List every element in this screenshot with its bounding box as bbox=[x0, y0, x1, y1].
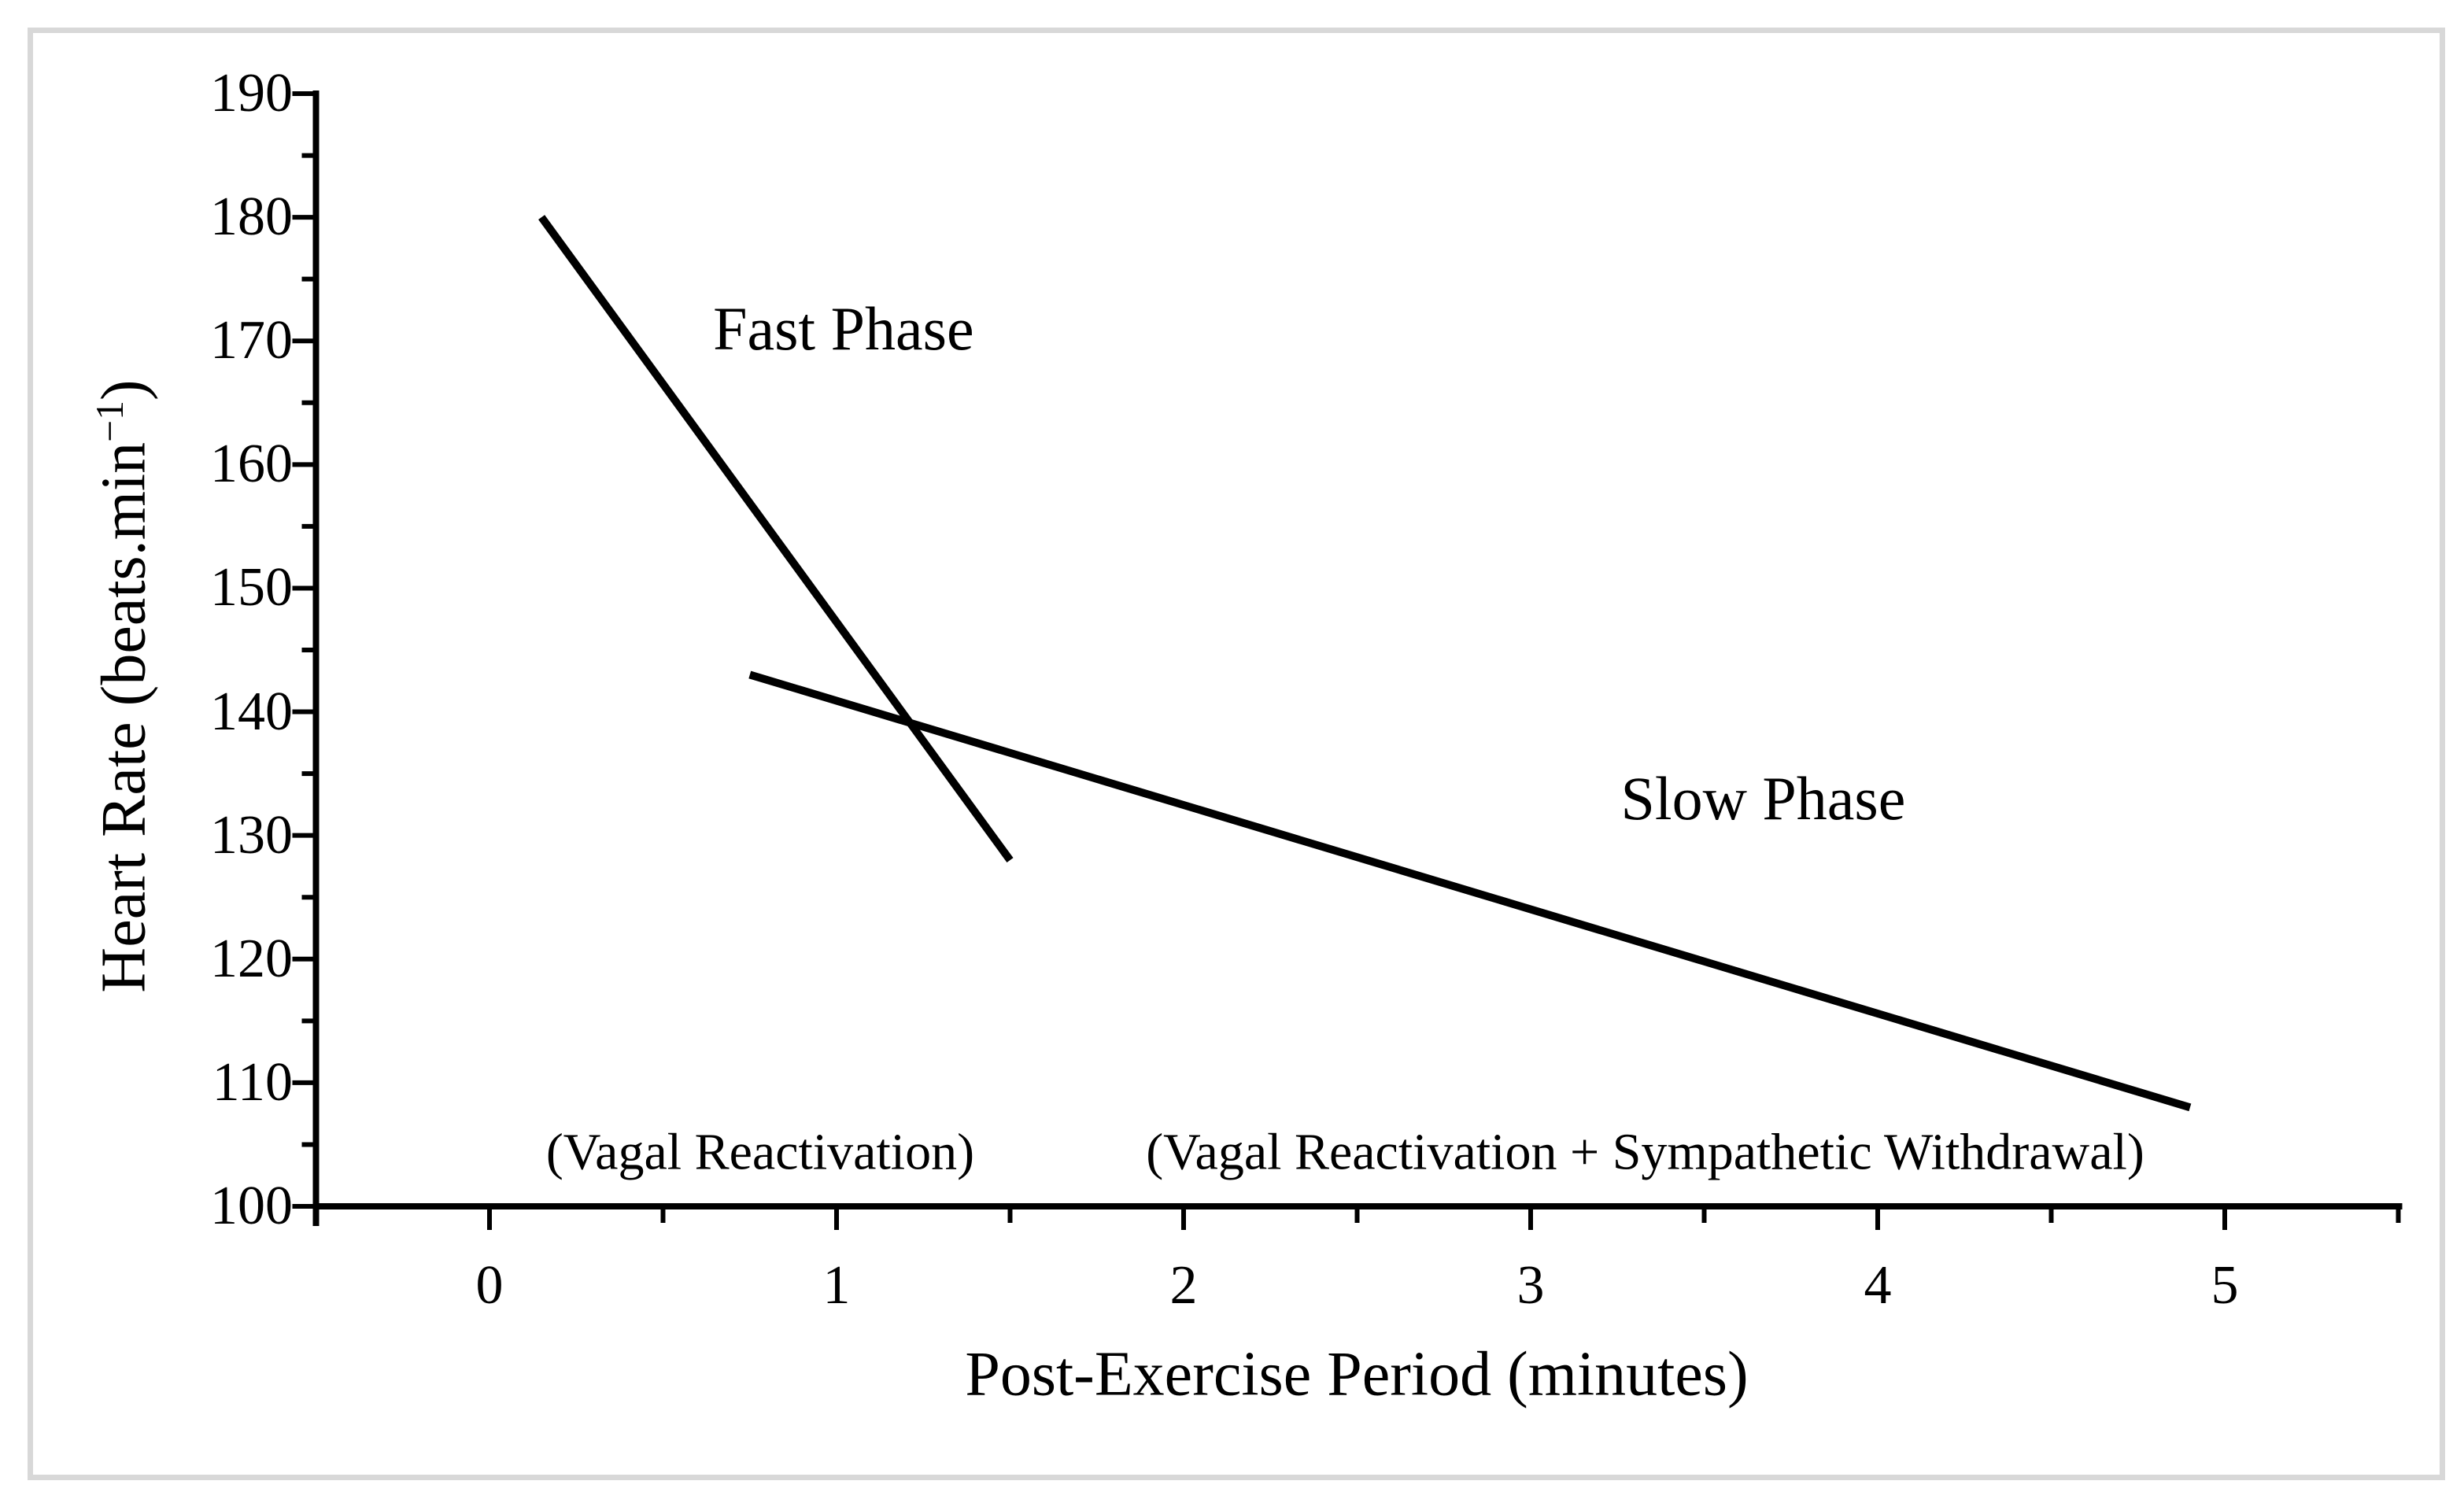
y-axis-title-close: ) bbox=[89, 379, 159, 401]
y-tick-label-160: 160 bbox=[210, 434, 293, 495]
x-tick-label-5: 5 bbox=[2211, 1255, 2239, 1316]
fast-phase-label: Fast Phase bbox=[713, 294, 974, 363]
y-axis-title-superscript: −1 bbox=[87, 401, 131, 442]
y-tick-label-140: 140 bbox=[210, 681, 293, 742]
y-axis-title: Heart Rate (beats.min−1) bbox=[87, 379, 161, 993]
y-tick-label-190: 190 bbox=[210, 62, 293, 124]
y-tick-label-130: 130 bbox=[210, 804, 293, 866]
y-tick-label-180: 180 bbox=[210, 186, 293, 247]
y-tick-label-110: 110 bbox=[212, 1051, 293, 1113]
x-tick-label-3: 3 bbox=[1516, 1255, 1545, 1316]
slow-phase-line bbox=[748, 670, 2192, 1112]
x-tick-label-0: 0 bbox=[475, 1255, 504, 1316]
vagal-reactivation-label: (Vagal Reactivation) bbox=[545, 1124, 975, 1182]
figure-frame bbox=[28, 28, 2445, 1480]
x-tick-label-2: 2 bbox=[1169, 1255, 1198, 1316]
fast-phase-line bbox=[538, 215, 1014, 863]
vagal-sympathetic-withdrawal-label: (Vagal Reactivation + Sympathetic Withdr… bbox=[1146, 1124, 2144, 1182]
x-tick-label-4: 4 bbox=[1864, 1255, 1892, 1316]
y-tick-label-150: 150 bbox=[210, 557, 293, 619]
slow-phase-label: Slow Phase bbox=[1620, 763, 1906, 833]
y-tick-label-170: 170 bbox=[210, 309, 293, 371]
x-tick-label-1: 1 bbox=[822, 1255, 851, 1316]
y-tick-label-100: 100 bbox=[210, 1175, 293, 1236]
y-tick-label-120: 120 bbox=[210, 928, 293, 989]
y-axis-title-base: Heart Rate (beats.min bbox=[89, 441, 159, 993]
x-axis-title: Post-Exercise Period (minutes) bbox=[965, 1339, 1749, 1409]
